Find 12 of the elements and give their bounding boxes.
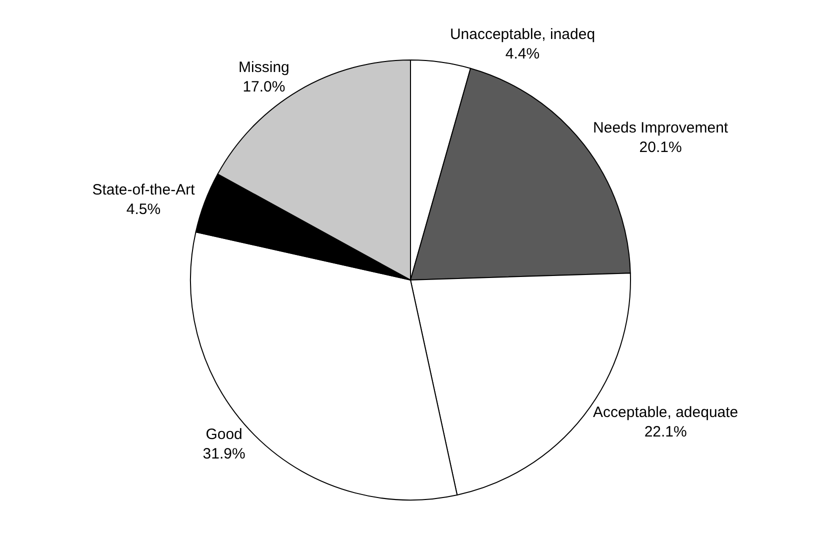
data-label: 17.0%	[242, 78, 286, 96]
data-label: 20.1%	[639, 138, 682, 156]
data-label: 31.9%	[202, 445, 246, 462]
slice-label: Needs Improvement	[593, 119, 729, 136]
slice-label: Unacceptable, inadeq	[450, 26, 596, 43]
slice-label: Good	[206, 426, 242, 443]
slice-label: Missing	[238, 58, 290, 76]
data-label: 22.1%	[644, 424, 687, 441]
slice-label: State-of-the-Art	[92, 182, 196, 199]
data-label: 4.5%	[126, 201, 161, 218]
data-label: 4.4%	[505, 45, 540, 62]
slice-label: Acceptable, adequate	[593, 404, 738, 422]
